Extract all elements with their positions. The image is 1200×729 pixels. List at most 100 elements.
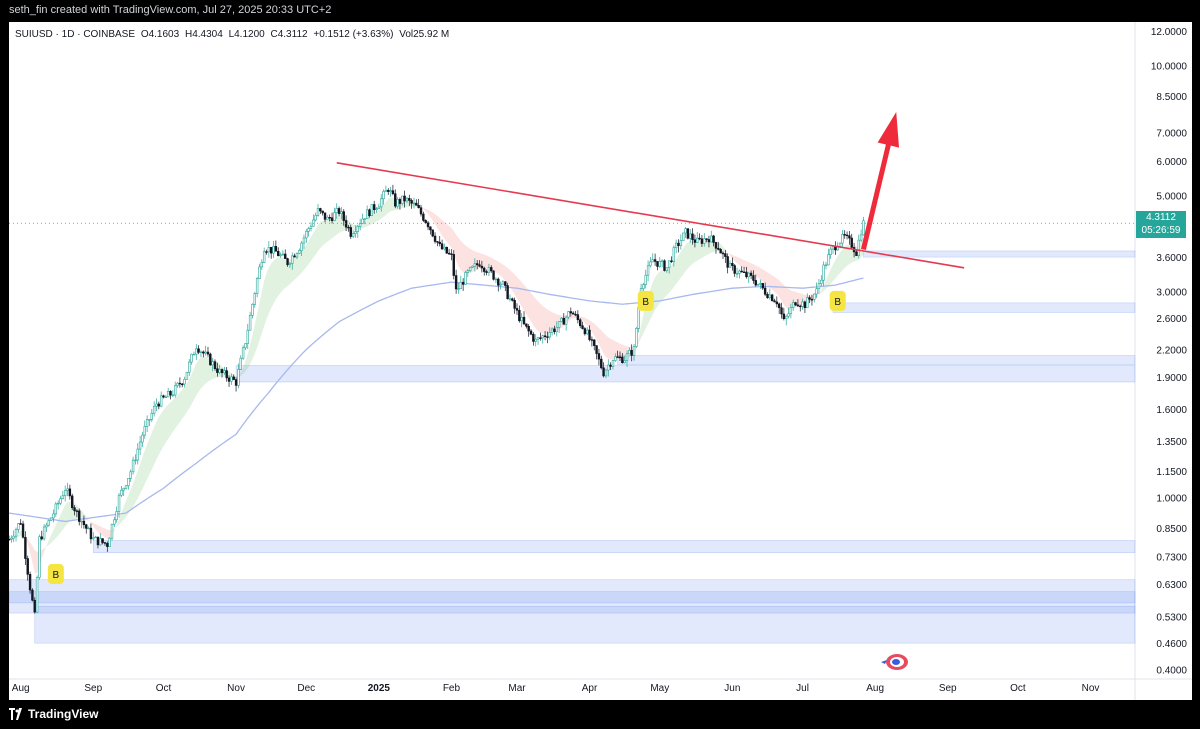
candle-body [269, 247, 273, 254]
candle-body [94, 536, 97, 539]
candle-body [789, 307, 793, 315]
chart-area[interactable]: SUIUSD · 1D · COINBASE O4.1603 H4.4304 L… [9, 22, 1192, 700]
buy-signal-label: B [834, 297, 841, 308]
candle-body [735, 273, 739, 275]
candle-body [174, 385, 177, 396]
candle-body [801, 301, 804, 307]
candle-body [391, 190, 395, 195]
price-axis-tick: 10.0000 [1151, 61, 1188, 72]
candle-body [305, 230, 308, 239]
candle-body [555, 327, 558, 332]
candle-body [738, 270, 741, 274]
candle-body [244, 343, 247, 349]
candle-body [120, 489, 123, 496]
candle-body [248, 314, 252, 331]
candle-body [368, 209, 371, 217]
candle-body [192, 353, 196, 356]
candle-body [600, 358, 603, 369]
candle-body [321, 210, 324, 214]
candle-body [262, 251, 266, 263]
candle-body [89, 527, 93, 540]
candle-body [216, 368, 219, 373]
candle-body [693, 239, 697, 243]
candle-body [766, 294, 769, 299]
candle-body [646, 265, 650, 276]
candle-body [553, 328, 556, 332]
candle-body [326, 217, 329, 220]
candle-body [323, 212, 327, 220]
candle-body [700, 238, 704, 244]
candle-body [855, 251, 858, 256]
candle-body [380, 198, 383, 208]
candle-body [356, 226, 360, 232]
candle-body [220, 369, 224, 374]
price-axis-tick: 0.4000 [1156, 665, 1187, 676]
candle-body [389, 190, 392, 192]
time-axis-tick: Aug [12, 683, 30, 694]
candle-body [574, 313, 577, 316]
candle-body [117, 494, 121, 512]
candle-body [475, 263, 479, 266]
candle-body [571, 312, 575, 315]
candle-body [742, 271, 746, 273]
candle-body [253, 293, 257, 305]
time-axis-tick: Aug [866, 683, 884, 694]
candle-body [405, 198, 409, 202]
candle-body [733, 265, 736, 274]
candle-body [576, 314, 580, 321]
candle-body [770, 294, 774, 302]
close-value: C4.3112 [270, 29, 308, 40]
candle-body [110, 523, 114, 539]
candle-body [618, 356, 622, 358]
candle-body [61, 495, 65, 499]
candle-body [686, 228, 690, 239]
change-value: +0.1512 (+3.63%) [313, 29, 394, 40]
candle-body [511, 298, 514, 301]
candle-body [131, 459, 135, 473]
symbol-label[interactable]: SUIUSD · 1D · COINBASE [15, 29, 136, 40]
bullish-ribbon [818, 237, 864, 295]
candle-body [190, 353, 193, 363]
candle-body [457, 288, 460, 290]
price-axis-tick: 0.5300 [1156, 613, 1187, 624]
candle-body [660, 260, 664, 262]
support-zone [9, 579, 1136, 604]
buy-signal-badge [47, 563, 64, 584]
candle-body [183, 379, 186, 385]
candle-body [569, 311, 573, 314]
candle-body [286, 258, 289, 266]
time-axis-tick: May [650, 683, 669, 694]
candle-body [590, 339, 594, 341]
candle-body [703, 238, 706, 244]
candle-body [843, 234, 846, 236]
countdown-tag: 05:26:59 [1136, 224, 1186, 238]
candle-body [663, 260, 666, 271]
candle-body [333, 212, 336, 221]
bullish-ribbon [44, 501, 89, 553]
candle-body [841, 234, 844, 244]
candle-body [625, 353, 629, 361]
buy-signal-badge [829, 290, 846, 311]
candle-body [169, 391, 172, 396]
candle-body [431, 229, 434, 237]
candle-body [480, 265, 484, 269]
candle-body [96, 536, 100, 546]
candle-body [295, 253, 299, 258]
candle-body [73, 507, 76, 512]
buy-signal-badge [637, 290, 654, 311]
support-zone [92, 540, 1136, 553]
candle-body [593, 339, 596, 346]
price-chart[interactable]: B B B 12.0000 10.0000 8.5000 7.0000 6.0000 5.000… [9, 22, 1192, 700]
candle-body [466, 270, 470, 273]
candle-body [358, 223, 362, 227]
candle-body [763, 287, 767, 295]
candle-body [672, 247, 676, 262]
candle-body [272, 246, 275, 254]
candle-body [347, 226, 350, 229]
candle-body [63, 490, 67, 497]
candle-body [658, 260, 661, 267]
candle-body [667, 260, 671, 269]
candle-body [234, 379, 238, 386]
candle-body [813, 293, 816, 300]
candle-body [525, 323, 528, 327]
